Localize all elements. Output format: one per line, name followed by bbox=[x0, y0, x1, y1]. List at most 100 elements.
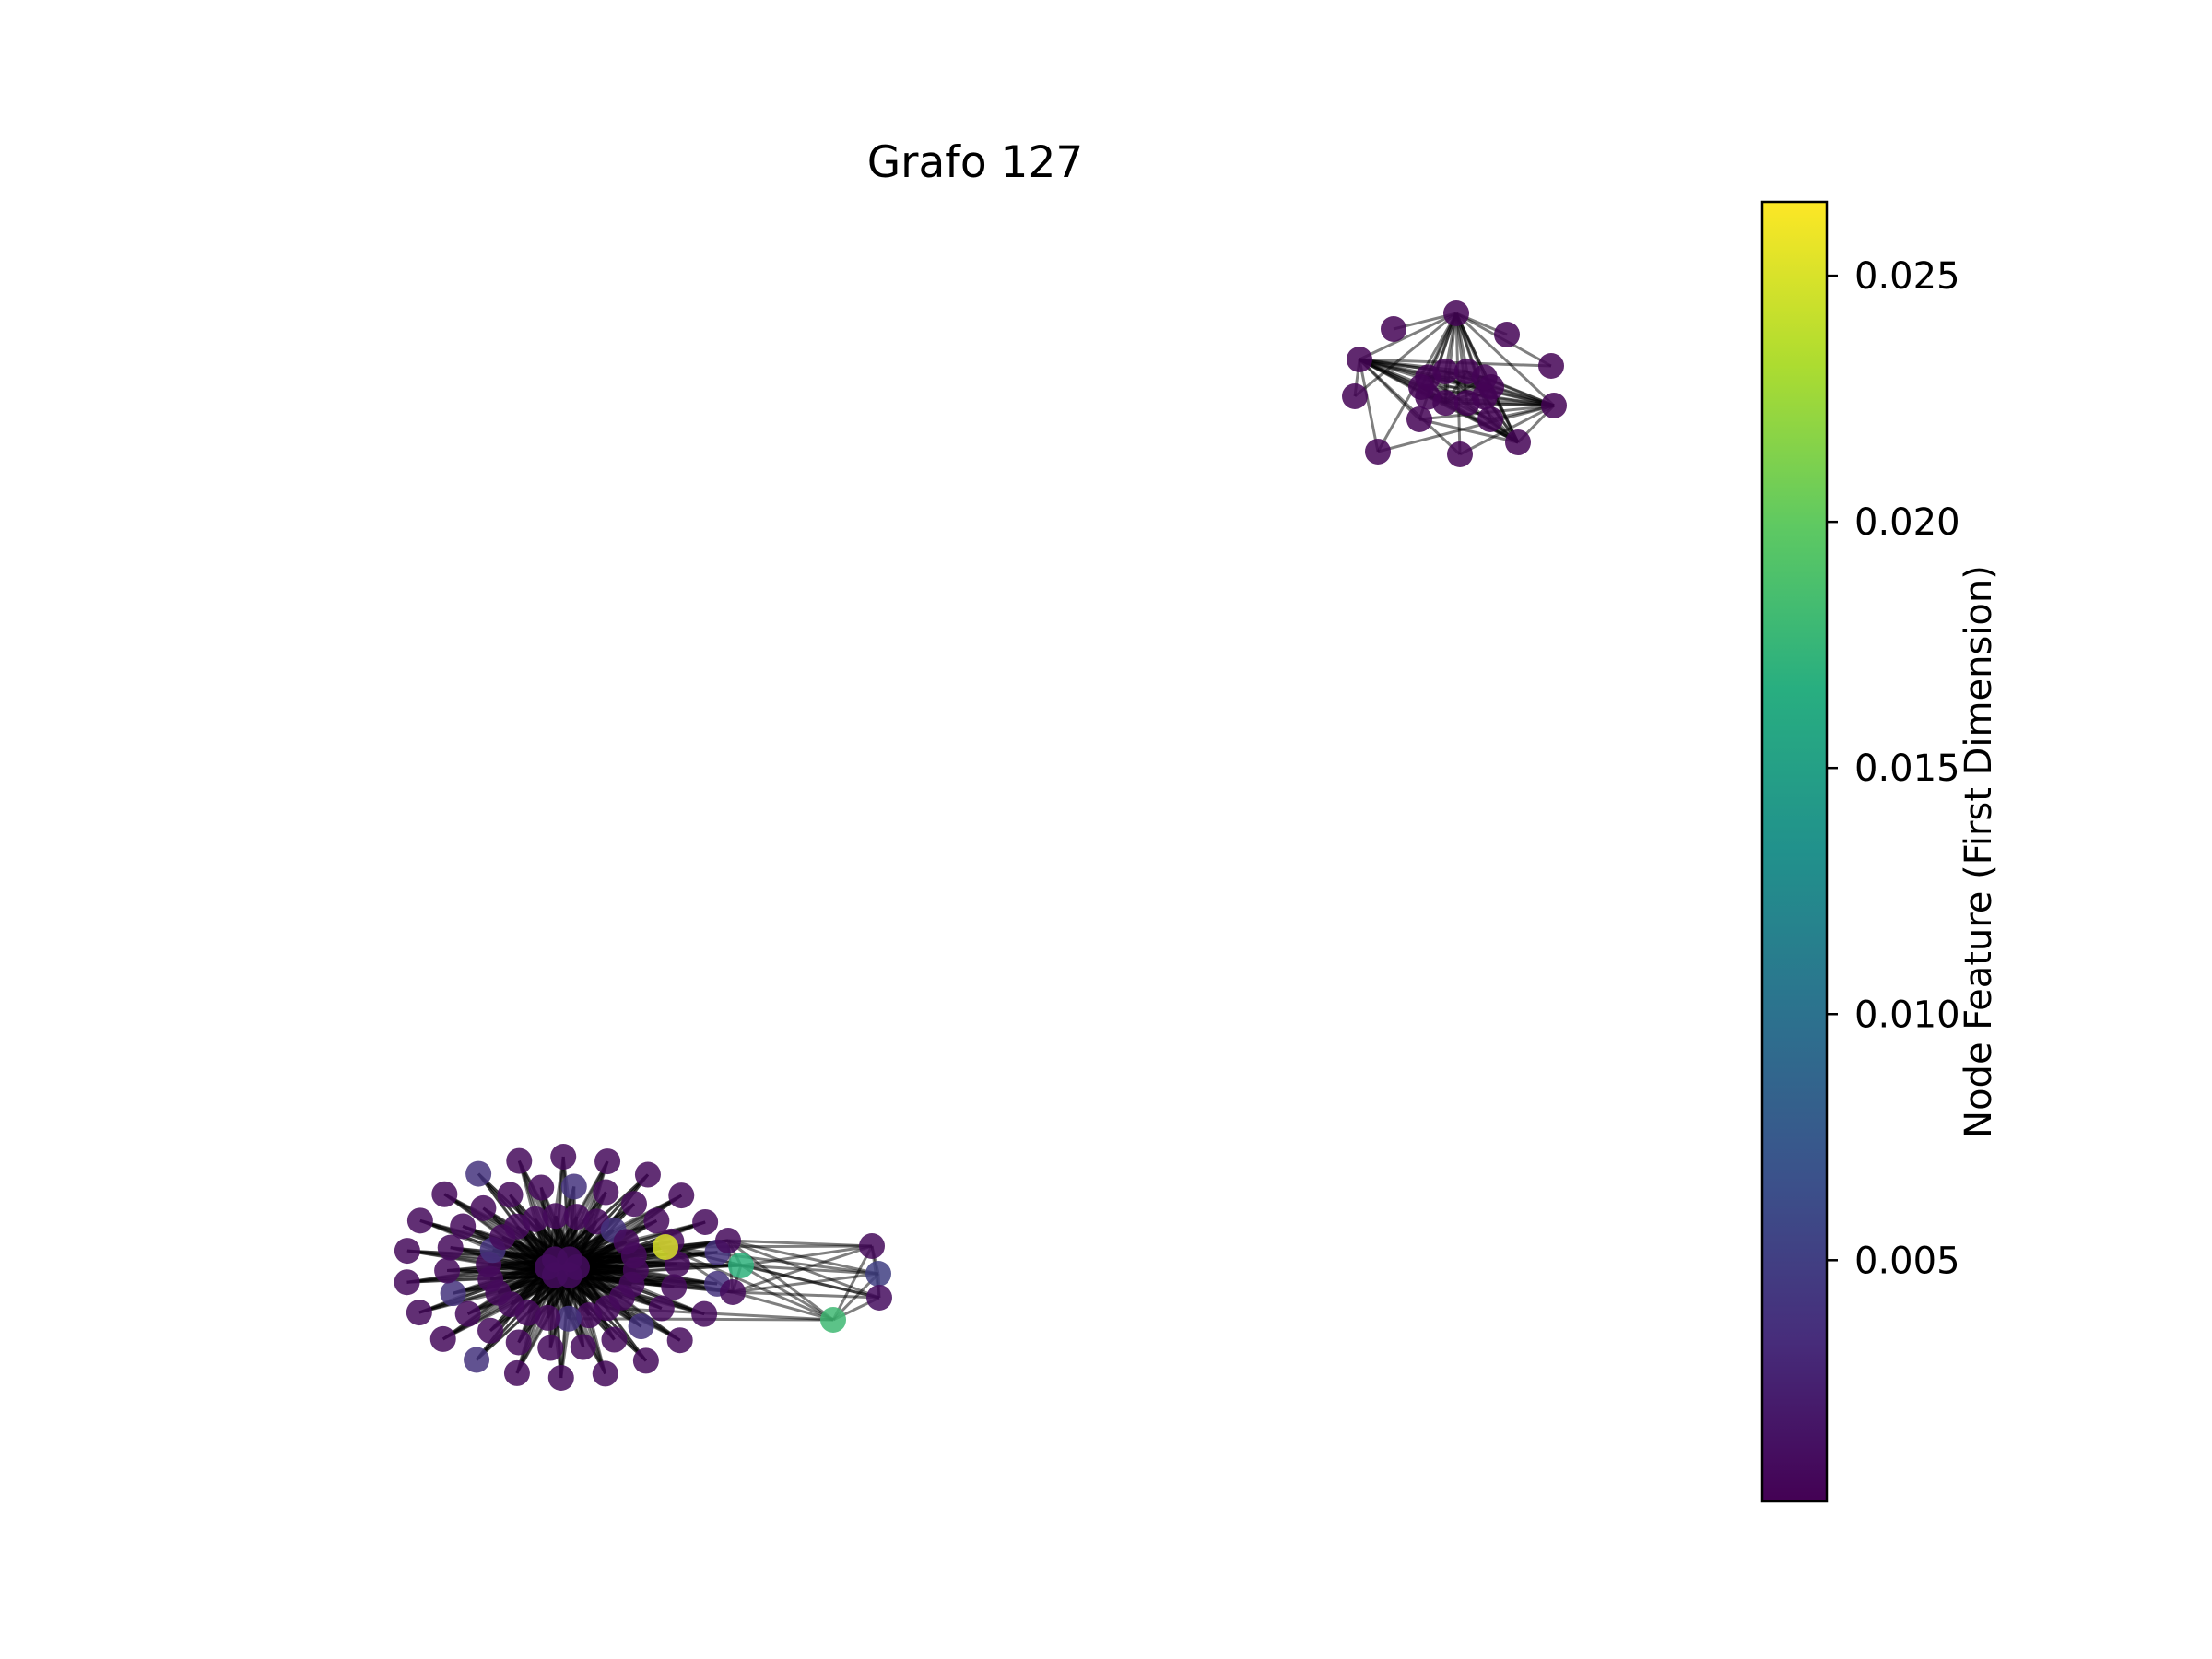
node-ring-4 bbox=[648, 1295, 675, 1322]
node-ring-43 bbox=[497, 1182, 524, 1208]
node-ring-1 bbox=[661, 1274, 688, 1300]
node-ring-52 bbox=[593, 1179, 619, 1206]
node-right-5 bbox=[1342, 383, 1368, 409]
node-ring-40 bbox=[470, 1194, 497, 1221]
node-group-3 bbox=[715, 1228, 741, 1253]
node-ring-42 bbox=[465, 1160, 492, 1187]
colorbar-ticks: 0.025 0.020 0.015 0.010 0.005 bbox=[1827, 255, 1960, 1282]
node-right-2 bbox=[1494, 322, 1520, 347]
edge-bridge-2-3 bbox=[831, 1245, 874, 1321]
graph-nodes bbox=[394, 300, 1567, 1391]
node-ring-3 bbox=[691, 1300, 718, 1327]
colorbar-tick-label-3: 0.010 bbox=[1854, 994, 1960, 1036]
node-ring-31 bbox=[434, 1257, 461, 1284]
edge-right-0-5 bbox=[1354, 312, 1457, 398]
node-ring-34 bbox=[437, 1234, 464, 1261]
node-ring-10 bbox=[601, 1326, 628, 1353]
edge-bridge-4-6 bbox=[727, 1239, 879, 1276]
node-group-0 bbox=[859, 1233, 885, 1259]
node-right-8 bbox=[1447, 441, 1473, 467]
node-ring-27 bbox=[406, 1300, 432, 1326]
edge-right-0-3 bbox=[1359, 312, 1457, 361]
node-group-4 bbox=[720, 1279, 746, 1305]
node-ring-19 bbox=[505, 1329, 532, 1356]
edge-bridge-0-2 bbox=[665, 1245, 834, 1322]
edge-right-3-7 bbox=[1358, 359, 1380, 453]
node-ring-15 bbox=[547, 1364, 574, 1391]
node-right-14 bbox=[1453, 390, 1480, 417]
node-ring-51 bbox=[594, 1148, 621, 1175]
colorbar-tick-label-4: 0.005 bbox=[1854, 1240, 1960, 1282]
edge-hub-tealA-5 bbox=[569, 1257, 742, 1267]
node-ring-13 bbox=[570, 1334, 596, 1360]
edge-right-9-10 bbox=[1418, 418, 1519, 444]
node-right-21 bbox=[1471, 364, 1498, 391]
node-ring-48 bbox=[550, 1144, 577, 1171]
edge-bridge-0-3 bbox=[665, 1244, 873, 1249]
node-group-2 bbox=[866, 1285, 892, 1311]
node-ring-16 bbox=[537, 1335, 564, 1361]
node-ring-37 bbox=[450, 1213, 477, 1240]
node-ring-60 bbox=[692, 1208, 719, 1235]
node-ring-47 bbox=[542, 1203, 569, 1230]
node-ring-65 bbox=[622, 1257, 649, 1284]
node-ring-28 bbox=[440, 1280, 466, 1307]
node-yellow bbox=[653, 1234, 678, 1260]
edge-bridge-5-7 bbox=[732, 1290, 880, 1300]
node-group-1 bbox=[865, 1261, 891, 1287]
node-ring-49 bbox=[560, 1173, 587, 1200]
node-ring-17 bbox=[535, 1304, 561, 1331]
node-ring-50 bbox=[563, 1204, 590, 1230]
node-ring-7 bbox=[628, 1313, 654, 1340]
edge-bridge-1-3 bbox=[740, 1244, 873, 1267]
node-ring-11 bbox=[576, 1302, 603, 1329]
node-ring-18 bbox=[503, 1359, 530, 1386]
edge-ring-tealB-1 bbox=[606, 1306, 834, 1322]
edge-bridge-3-6 bbox=[727, 1239, 873, 1248]
node-ring-25 bbox=[454, 1300, 481, 1327]
colorbar-tick-label-0: 0.025 bbox=[1854, 255, 1960, 298]
node-ring-36 bbox=[406, 1207, 433, 1234]
edge-right-3-10 bbox=[1358, 358, 1421, 421]
node-right-0 bbox=[1443, 300, 1469, 326]
node-right-9 bbox=[1505, 429, 1531, 455]
edge-right-0-6 bbox=[1454, 312, 1556, 407]
node-ring-12 bbox=[592, 1360, 618, 1387]
node-right-11 bbox=[1477, 406, 1503, 432]
node-ring-33 bbox=[394, 1238, 420, 1265]
node-right-7 bbox=[1365, 439, 1391, 465]
node-right-19 bbox=[1432, 358, 1459, 384]
node-ring-46 bbox=[528, 1174, 555, 1201]
node-ring-9 bbox=[632, 1347, 659, 1374]
node-right-6 bbox=[1541, 393, 1567, 418]
colorbar: 0.025 0.020 0.015 0.010 0.005 Node Feature (… bbox=[1760, 200, 2000, 1503]
edge-bridge-5-6 bbox=[727, 1239, 880, 1300]
node-ring-24 bbox=[429, 1325, 456, 1352]
edge-bridge-1-2 bbox=[740, 1264, 834, 1322]
edge-bridge-2-7 bbox=[732, 1290, 834, 1322]
node-hub-5 bbox=[557, 1246, 582, 1273]
node-ring-55 bbox=[620, 1191, 647, 1218]
node-teal-a bbox=[728, 1253, 754, 1278]
figure-title: Grafo 127 bbox=[867, 137, 1084, 188]
node-right-4 bbox=[1538, 353, 1564, 379]
node-ring-6 bbox=[666, 1327, 693, 1354]
node-teal-b bbox=[820, 1307, 846, 1333]
edge-right-3-4 bbox=[1359, 358, 1552, 368]
node-ring-45 bbox=[506, 1147, 533, 1174]
colorbar-gradient bbox=[1760, 200, 1829, 1503]
node-ring-44 bbox=[522, 1206, 548, 1232]
node-ring-58 bbox=[643, 1207, 670, 1234]
node-ring-54 bbox=[634, 1161, 661, 1188]
node-right-1 bbox=[1381, 316, 1406, 342]
colorbar-tick-label-1: 0.020 bbox=[1854, 501, 1960, 544]
node-right-3 bbox=[1347, 347, 1372, 372]
node-ring-21 bbox=[464, 1347, 490, 1373]
colorbar-tick-label-2: 0.015 bbox=[1854, 747, 1960, 790]
node-ring-57 bbox=[668, 1182, 695, 1209]
node-ring-14 bbox=[556, 1305, 582, 1332]
node-ring-39 bbox=[431, 1181, 458, 1207]
node-right-10 bbox=[1406, 406, 1432, 432]
node-ring-30 bbox=[394, 1269, 420, 1296]
